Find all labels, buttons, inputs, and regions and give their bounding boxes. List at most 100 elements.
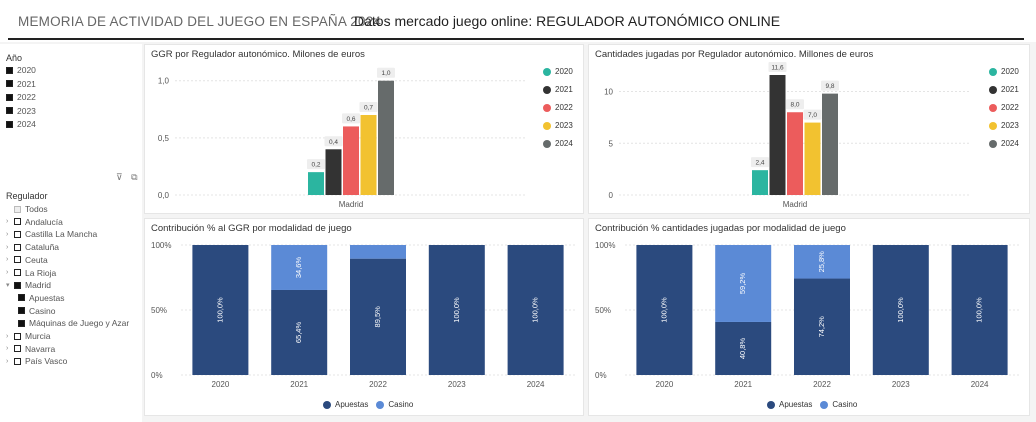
legend-label: 2022 <box>1001 103 1019 112</box>
expand-right-icon[interactable]: › <box>6 256 9 264</box>
expand-right-icon[interactable]: › <box>6 243 9 251</box>
legend-item-casino[interactable]: Casino <box>376 400 413 409</box>
y-tick-label: 0,0 <box>158 191 170 200</box>
legend-item-2021[interactable]: 2021 <box>543 85 573 94</box>
expand-right-icon[interactable]: › <box>6 218 9 226</box>
data-label: 100,0% <box>531 297 540 323</box>
legend-item-2024[interactable]: 2024 <box>989 139 1019 148</box>
regulator-option[interactable]: › Murcia <box>6 331 51 341</box>
legend-item-2023[interactable]: 2023 <box>989 121 1019 130</box>
expand-right-icon[interactable]: › <box>6 230 9 238</box>
checkbox-icon <box>14 345 21 353</box>
bar-2020[interactable] <box>752 170 768 195</box>
bar-segment-apuestas[interactable] <box>636 245 693 375</box>
regulator-option[interactable]: › Ceuta <box>6 255 48 265</box>
year-option-2021[interactable]: 2021 <box>6 79 36 89</box>
year-option-2024[interactable]: 2024 <box>6 119 36 129</box>
regulator-option[interactable]: › Castilla La Mancha <box>6 229 97 239</box>
legend-item-2022[interactable]: 2022 <box>989 103 1019 112</box>
bar-2021[interactable] <box>769 75 786 195</box>
data-label: 100,0% <box>975 297 984 323</box>
legend-item-apuestas[interactable]: Apuestas <box>767 400 812 409</box>
regulator-option-label: Casino <box>29 305 56 316</box>
bar-2020[interactable] <box>308 172 324 195</box>
regulator-option[interactable]: › Andalucía <box>6 217 63 227</box>
bar-segment-casino[interactable] <box>715 245 772 322</box>
legend-label: Apuestas <box>335 400 369 409</box>
bar-segment-apuestas[interactable] <box>951 245 1008 375</box>
regulator-option[interactable]: › Navarra <box>6 344 55 354</box>
legend-item-2021[interactable]: 2021 <box>989 85 1019 94</box>
bar-segment-apuestas[interactable] <box>715 321 772 375</box>
bar-segment-apuestas[interactable] <box>428 245 485 375</box>
legend-label: 2024 <box>1001 139 1019 148</box>
bar-segment-apuestas[interactable] <box>794 278 850 375</box>
chart-title: Contribución % cantidades jugadas por mo… <box>595 223 846 234</box>
year-option-2023[interactable]: 2023 <box>6 106 36 116</box>
regulator-option[interactable]: Todos <box>6 204 48 214</box>
bar-segment-apuestas[interactable] <box>507 245 564 375</box>
regulator-option[interactable]: Casino <box>18 306 55 316</box>
regulator-option-label: Apuestas <box>29 292 65 303</box>
data-label-bg <box>786 99 804 110</box>
checkbox-icon <box>14 281 21 289</box>
expand-right-icon[interactable]: › <box>6 357 9 365</box>
header-divider <box>8 38 1024 40</box>
chart-title: GGR por Regulador autonómico. Milones de… <box>151 49 365 60</box>
year-option-2020[interactable]: 2020 <box>6 65 36 75</box>
expand-right-icon[interactable]: › <box>6 345 9 353</box>
expand-right-icon[interactable]: › <box>6 332 9 340</box>
bar-segment-apuestas[interactable] <box>192 245 249 375</box>
legend-item-2024[interactable]: 2024 <box>543 139 573 148</box>
legend-item-apuestas[interactable]: Apuestas <box>323 400 368 409</box>
clear-filter-icon[interactable]: ⊽ <box>116 172 123 182</box>
bar-2023[interactable] <box>360 115 377 195</box>
expand-right-icon[interactable]: › <box>6 269 9 276</box>
legend-item-2020[interactable]: 2020 <box>543 67 573 76</box>
data-label: 0,2 <box>311 162 320 169</box>
year-option-label: 2021 <box>17 78 36 89</box>
bar-segment-apuestas[interactable] <box>872 245 929 375</box>
checkbox-icon <box>18 294 25 302</box>
amounts-bar-chart: 0 5 10 2,4 11,6 8,0 7,0 9,8 Madrid <box>604 62 971 209</box>
y-tick-label: 0 <box>609 191 614 200</box>
regulator-option[interactable]: ▾ Madrid <box>6 280 51 290</box>
bar-2022[interactable] <box>787 112 803 195</box>
legend-item-casino[interactable]: Casino <box>820 400 857 409</box>
data-label-bg <box>324 136 343 147</box>
ggr-contribution-chart: 0% 50% 100% 100,0% 2020 65,4% 34,6% 2021 89,5% 20… <box>151 241 575 389</box>
bar-2021[interactable] <box>325 149 342 195</box>
regulator-option[interactable]: Máquinas de Juego y Azar <box>18 318 129 328</box>
bar-segment-apuestas[interactable] <box>350 258 406 375</box>
x-tick-label: 2020 <box>656 380 674 389</box>
regulator-option[interactable]: › País Vasco <box>6 356 67 366</box>
regulator-option[interactable]: Apuestas <box>18 293 64 303</box>
bar-2023[interactable] <box>804 122 821 195</box>
bar-2022[interactable] <box>343 126 359 195</box>
data-label: 100,0% <box>452 297 461 323</box>
legend-dot-icon <box>543 85 551 94</box>
bar-segment-casino[interactable] <box>794 245 850 279</box>
data-label: 59,2% <box>738 273 747 295</box>
legend-dot-icon <box>989 85 997 94</box>
regulator-option[interactable]: › Cataluña <box>6 242 59 252</box>
data-label: 2,4 <box>755 160 764 167</box>
bar-segment-casino[interactable] <box>271 245 328 290</box>
data-label-bg <box>359 102 378 112</box>
x-tick-label: Madrid <box>339 200 363 209</box>
regulator-option[interactable]: › La Rioja <box>6 268 56 278</box>
bar-segment-apuestas[interactable] <box>271 289 328 375</box>
bar-2024[interactable] <box>822 93 838 195</box>
y-tick-label: 1,0 <box>158 77 170 86</box>
expand-down-icon[interactable]: ▾ <box>6 282 10 290</box>
y-tick-label: 0% <box>595 371 607 380</box>
bar-2024[interactable] <box>378 80 394 195</box>
bar-segment-casino[interactable] <box>350 245 406 259</box>
year-option-2022[interactable]: 2022 <box>6 92 36 102</box>
data-label: 100,0% <box>896 297 905 323</box>
legend-label: 2021 <box>555 85 573 94</box>
legend-item-2023[interactable]: 2023 <box>543 121 573 130</box>
legend-item-2020[interactable]: 2020 <box>989 67 1019 76</box>
focus-mode-icon[interactable]: ⧉ <box>131 172 138 182</box>
legend-item-2022[interactable]: 2022 <box>543 103 573 112</box>
